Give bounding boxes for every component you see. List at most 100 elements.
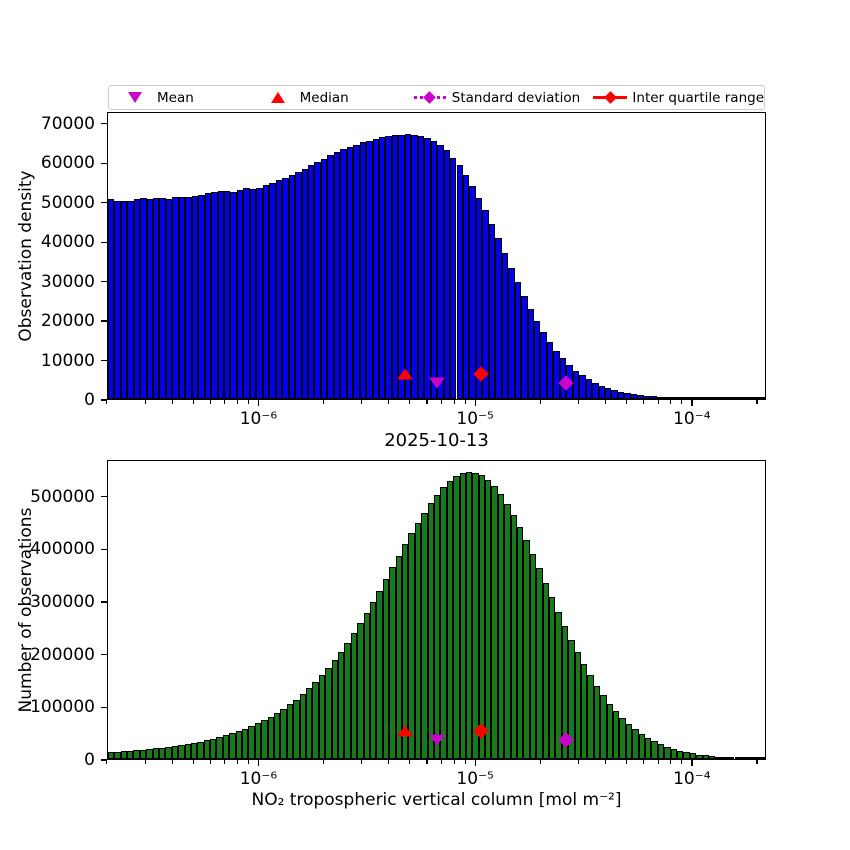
histogram-bar: [734, 397, 741, 399]
histogram-bar: [728, 757, 735, 759]
histogram-bar: [676, 750, 684, 759]
histogram-bar: [753, 397, 760, 399]
histogram-bar: [469, 185, 476, 399]
histogram-bar: [504, 503, 511, 759]
histogram-bar: [701, 397, 709, 399]
histogram-bar: [320, 158, 328, 399]
median-marker: [397, 725, 414, 737]
histogram-bar: [715, 756, 722, 759]
histogram-bar: [204, 193, 212, 399]
histogram-bar: [456, 165, 463, 399]
histogram-bar: [574, 652, 581, 759]
histogram-bar: [325, 667, 332, 759]
y-axis-tick-label: 0: [84, 750, 95, 770]
histogram-bar: [568, 639, 575, 759]
histogram-bar: [446, 481, 454, 759]
x-axis-minor-tick: [192, 400, 194, 404]
iqr-marker-icon: [588, 91, 632, 104]
legend-entry-std[interactable]: Standard deviation: [408, 90, 589, 106]
y-axis-tick: [101, 548, 107, 551]
histogram-bar: [171, 746, 179, 759]
x-axis-minor-tick: [192, 760, 194, 764]
histogram-bar: [197, 741, 204, 759]
y-axis-tick: [101, 601, 107, 603]
x-axis-minor-tick: [388, 760, 390, 764]
legend-entry-median[interactable]: Median: [256, 90, 408, 106]
histogram-bar: [357, 623, 364, 759]
histogram-bar: [533, 320, 541, 399]
histogram-bar: [146, 749, 153, 759]
x-axis-minor-tick: [144, 400, 146, 404]
histogram-bar: [288, 174, 296, 399]
histogram-bar: [282, 177, 289, 399]
mean-marker-icon: [113, 92, 157, 103]
histogram-bar: [216, 737, 223, 759]
y-axis-tick-label: 100000: [30, 697, 95, 718]
x-axis-minor-tick: [464, 760, 466, 764]
histogram-bar: [443, 150, 451, 399]
mean-marker: [429, 734, 446, 746]
histogram-bar: [417, 136, 425, 399]
histogram-bar: [108, 199, 115, 399]
histogram-bar: [269, 182, 276, 399]
histogram-bar: [682, 397, 689, 399]
x-axis-minor-tick: [604, 760, 607, 764]
histogram-bar: [478, 475, 486, 759]
x-axis-minor-tick: [144, 760, 146, 764]
y-axis-tick: [101, 654, 107, 656]
histogram-bar: [230, 191, 237, 399]
histogram-bar: [389, 567, 396, 759]
histogram-bar: [527, 308, 534, 399]
y-axis-tick: [101, 280, 107, 283]
legend-entry-iqr[interactable]: Inter quartile range: [588, 90, 764, 106]
histogram-bar: [585, 379, 593, 399]
histogram-bar: [306, 688, 313, 759]
histogram-bar: [236, 189, 244, 399]
histogram-bar: [625, 724, 633, 759]
histogram-bar: [508, 267, 515, 399]
x-axis-minor-tick: [577, 760, 579, 764]
histogram-bar: [222, 735, 230, 759]
histogram-bar: [708, 756, 716, 759]
x-axis-minor-tick: [756, 760, 758, 764]
histogram-bar: [293, 699, 300, 759]
histogram-bar: [587, 675, 594, 759]
histogram-bar: [178, 745, 185, 759]
x-axis-minor-tick: [361, 760, 363, 764]
histogram-bar: [462, 174, 470, 399]
x-axis-minor-tick: [236, 400, 238, 404]
histogram-bar: [414, 522, 422, 759]
bottom-chart-axes: [107, 460, 766, 760]
histogram-bar: [346, 146, 354, 399]
histogram-bar: [411, 135, 418, 399]
histogram-bar: [529, 553, 537, 759]
histogram-bar: [727, 397, 735, 399]
histogram-bar: [495, 238, 502, 399]
histogram-bar: [382, 579, 390, 759]
legend-entry-mean[interactable]: Mean: [113, 90, 256, 106]
histogram-bar: [433, 494, 441, 759]
histogram-bar: [254, 723, 262, 759]
histogram-bar: [165, 746, 172, 759]
histogram-bar: [369, 601, 377, 759]
histogram-bar: [491, 486, 498, 759]
histogram-bar: [714, 397, 722, 399]
histogram-bar: [401, 544, 409, 759]
histogram-bar: [312, 682, 319, 759]
x-axis-minor-tick: [756, 400, 758, 404]
histogram-bar: [217, 191, 224, 399]
y-axis-tick-label: 400000: [30, 539, 95, 560]
histogram-bar: [243, 187, 250, 399]
histogram-bar: [333, 152, 341, 399]
histogram-bar: [536, 567, 543, 759]
histogram-bar: [338, 651, 345, 759]
histogram-bar: [747, 397, 754, 399]
histogram-bar: [475, 197, 483, 399]
x-axis-minor-tick: [106, 760, 108, 764]
y-axis-tick-label: 0: [84, 390, 95, 410]
top-histogram-bars: [108, 113, 765, 399]
x-axis-major-tick: [257, 400, 260, 406]
histogram-bar: [542, 582, 550, 759]
histogram-bar: [146, 198, 153, 399]
x-axis-minor-tick: [409, 400, 411, 404]
